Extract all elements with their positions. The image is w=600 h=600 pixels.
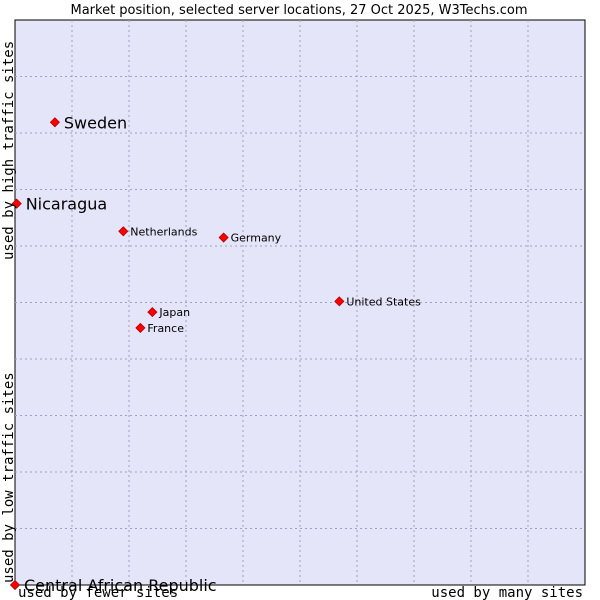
point-label-united-states: United States: [346, 295, 421, 308]
x-axis-label-left: used by fewer sites: [18, 585, 178, 600]
data-points: Sweden Nicaragua Netherlands Germany United …: [9, 113, 421, 595]
point-marker-united-states: [334, 296, 345, 307]
point-marker-netherlands: [118, 226, 129, 237]
point-label-nicaragua: Nicaragua: [26, 195, 108, 214]
point-label-france: France: [147, 322, 184, 335]
y-axis-label-bottom: used by low traffic sites: [1, 372, 17, 583]
point-marker-germany: [218, 232, 229, 243]
gridlines: [15, 20, 585, 585]
point-label-central-african-republic: Central African Republic: [24, 576, 217, 595]
point-marker-sweden: [49, 117, 60, 128]
point-label-sweden: Sweden: [64, 113, 127, 132]
y-axis-label-top: used by high traffic sites: [1, 41, 17, 260]
point-marker-france: [135, 322, 146, 333]
point-label-japan: Japan: [158, 306, 190, 319]
point-marker-central-african-republic: [9, 579, 21, 591]
point-marker-nicaragua: [11, 198, 22, 209]
point-label-germany: Germany: [231, 232, 282, 245]
point-label-netherlands: Netherlands: [130, 225, 197, 238]
x-axis-label-right: used by many sites: [431, 585, 583, 600]
chart-title: Market position, selected server locatio…: [70, 3, 527, 18]
point-marker-japan: [147, 307, 158, 318]
